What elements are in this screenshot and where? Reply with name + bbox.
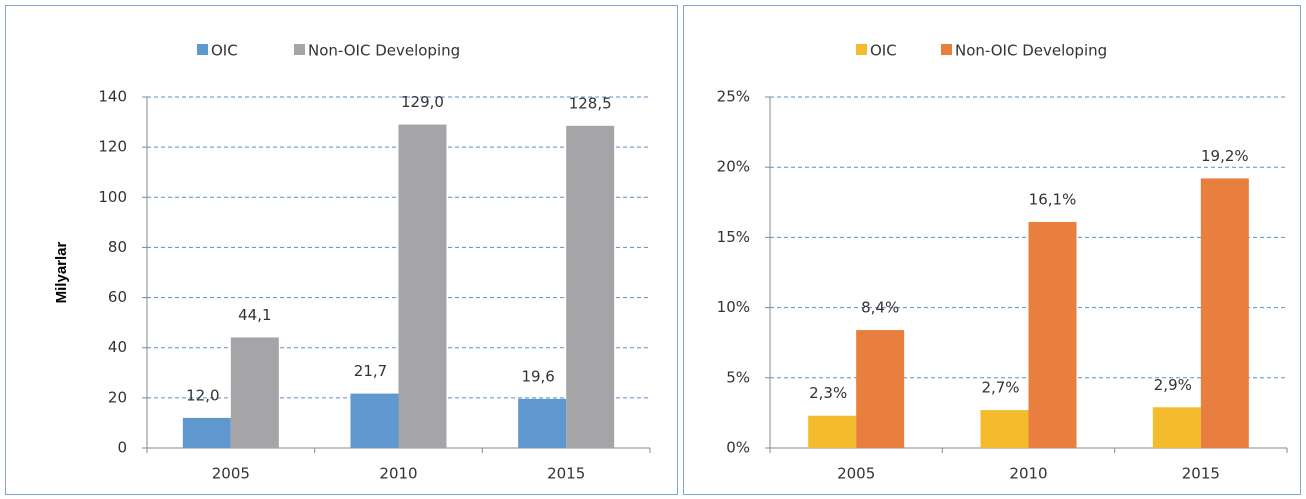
y-tick-label: 80 (108, 238, 127, 256)
legend-label: OIC (870, 42, 897, 60)
bar (808, 415, 857, 448)
y-tick-label: 20 (108, 388, 127, 406)
y-tick-label: 15% (717, 228, 750, 246)
x-tick-label: 2010 (379, 465, 417, 483)
bar (856, 330, 905, 448)
data-label: 44,1 (238, 306, 271, 324)
data-label: 2,9% (1154, 376, 1192, 394)
bar (1028, 221, 1077, 448)
y-tick-label: 0% (726, 439, 750, 457)
y-tick-label: 140 (98, 88, 127, 106)
x-tick-label: 2005 (212, 465, 250, 483)
x-tick-label: 2010 (1009, 465, 1047, 483)
data-label: 19,6 (521, 367, 554, 385)
data-label: 2,3% (809, 384, 847, 402)
data-label: 16,1% (1029, 190, 1077, 208)
y-tick-label: 120 (98, 138, 127, 156)
panel-border (683, 5, 1301, 495)
legend-label: Non-OIC Developing (955, 42, 1107, 60)
x-tick-label: 2015 (547, 465, 585, 483)
legend-label: Non-OIC Developing (308, 42, 460, 60)
y-tick-label: 25% (717, 88, 750, 106)
y-axis-label: Milyarlar (53, 241, 70, 303)
y-tick-label: 0 (117, 439, 127, 457)
legend-swatch (197, 44, 208, 55)
legend-label: OIC (211, 42, 238, 60)
bar (518, 398, 567, 448)
y-tick-label: 10% (717, 298, 750, 316)
x-tick-label: 2005 (837, 465, 875, 483)
bar (1152, 407, 1201, 448)
legend-swatch (941, 44, 952, 55)
bar (350, 393, 399, 448)
data-label: 2,7% (981, 379, 1019, 397)
y-tick-label: 60 (108, 288, 127, 306)
bar (1200, 178, 1249, 448)
data-label: 19,2% (1201, 147, 1249, 165)
data-label: 129,0 (401, 93, 444, 111)
data-label: 8,4% (861, 299, 899, 317)
bar (182, 417, 231, 448)
bar (980, 410, 1029, 448)
bar (230, 337, 279, 448)
data-label: 128,5 (569, 94, 612, 112)
data-label: 21,7 (354, 362, 387, 380)
y-tick-label: 5% (726, 368, 750, 386)
data-label: 12,0 (186, 386, 219, 404)
panel-border (5, 5, 678, 495)
y-tick-label: 20% (717, 158, 750, 176)
legend-swatch (294, 44, 305, 55)
y-tick-label: 100 (98, 188, 127, 206)
legend-swatch (856, 44, 867, 55)
y-tick-label: 40 (108, 338, 127, 356)
bar (398, 124, 447, 448)
x-tick-label: 2015 (1182, 465, 1220, 483)
bar (566, 125, 615, 448)
